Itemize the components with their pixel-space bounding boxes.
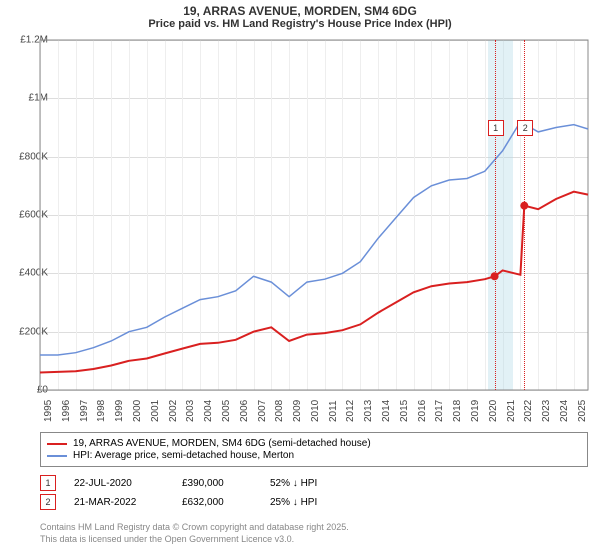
- x-tick-label: 2020: [488, 400, 499, 422]
- footer: Contains HM Land Registry data © Crown c…: [40, 522, 349, 545]
- x-tick-label: 2023: [541, 400, 552, 422]
- marker-table-row: 2 21-MAR-2022 £632,000 25% ↓ HPI: [40, 494, 588, 510]
- x-tick-label: 2006: [239, 400, 250, 422]
- x-tick-label: 2004: [203, 400, 214, 422]
- x-tick-label: 2008: [274, 400, 285, 422]
- x-tick-label: 1997: [79, 400, 90, 422]
- legend-swatch: [47, 443, 67, 445]
- legend: 19, ARRAS AVENUE, MORDEN, SM4 6DG (semi-…: [40, 432, 588, 467]
- x-tick-label: 2015: [399, 400, 410, 422]
- x-tick-label: 2019: [470, 400, 481, 422]
- x-tick-label: 1995: [43, 400, 54, 422]
- chart-container: 19, ARRAS AVENUE, MORDEN, SM4 6DG Price …: [0, 0, 600, 560]
- x-tick-label: 2003: [185, 400, 196, 422]
- marker-price: £632,000: [182, 497, 252, 508]
- marker-price: £390,000: [182, 478, 252, 489]
- event-marker-badge: 1: [488, 120, 504, 136]
- x-tick-label: 1998: [96, 400, 107, 422]
- x-tick-label: 2000: [132, 400, 143, 422]
- x-tick-label: 2022: [523, 400, 534, 422]
- x-tick-label: 2014: [381, 400, 392, 422]
- marker-delta: 25% ↓ HPI: [270, 497, 317, 508]
- x-tick-label: 1996: [61, 400, 72, 422]
- x-tick-label: 2018: [452, 400, 463, 422]
- legend-item: 19, ARRAS AVENUE, MORDEN, SM4 6DG (semi-…: [47, 438, 581, 449]
- legend-label: 19, ARRAS AVENUE, MORDEN, SM4 6DG (semi-…: [73, 438, 371, 449]
- x-tick-label: 2021: [506, 400, 517, 422]
- marker-table-badge: 1: [40, 475, 56, 491]
- x-tick-label: 2013: [363, 400, 374, 422]
- event-marker-line: [495, 40, 496, 390]
- x-tick-label: 2009: [292, 400, 303, 422]
- x-tick-label: 2017: [434, 400, 445, 422]
- legend-label: HPI: Average price, semi-detached house,…: [73, 450, 294, 461]
- series-line: [40, 122, 588, 355]
- marker-date: 22-JUL-2020: [74, 478, 164, 489]
- x-tick-label: 2024: [559, 400, 570, 422]
- x-tick-label: 2025: [577, 400, 588, 422]
- legend-swatch: [47, 455, 67, 457]
- x-tick-label: 2005: [221, 400, 232, 422]
- marker-delta: 52% ↓ HPI: [270, 478, 317, 489]
- footer-line2: This data is licensed under the Open Gov…: [40, 534, 349, 546]
- x-tick-label: 2002: [168, 400, 179, 422]
- x-tick-label: 2016: [417, 400, 428, 422]
- plot-svg: [0, 0, 592, 394]
- marker-table-badge: 2: [40, 494, 56, 510]
- event-marker-badge: 2: [517, 120, 533, 136]
- series-line: [40, 192, 588, 373]
- x-tick-label: 1999: [114, 400, 125, 422]
- x-tick-label: 2010: [310, 400, 321, 422]
- x-tick-label: 2012: [345, 400, 356, 422]
- marker-table-row: 1 22-JUL-2020 £390,000 52% ↓ HPI: [40, 475, 588, 491]
- legend-item: HPI: Average price, semi-detached house,…: [47, 450, 581, 461]
- marker-table: 1 22-JUL-2020 £390,000 52% ↓ HPI 2 21-MAR-202…: [40, 472, 588, 513]
- x-tick-label: 2007: [257, 400, 268, 422]
- footer-line1: Contains HM Land Registry data © Crown c…: [40, 522, 349, 534]
- x-tick-label: 2001: [150, 400, 161, 422]
- event-marker-line: [524, 40, 525, 390]
- x-tick-label: 2011: [328, 400, 339, 422]
- marker-date: 21-MAR-2022: [74, 497, 164, 508]
